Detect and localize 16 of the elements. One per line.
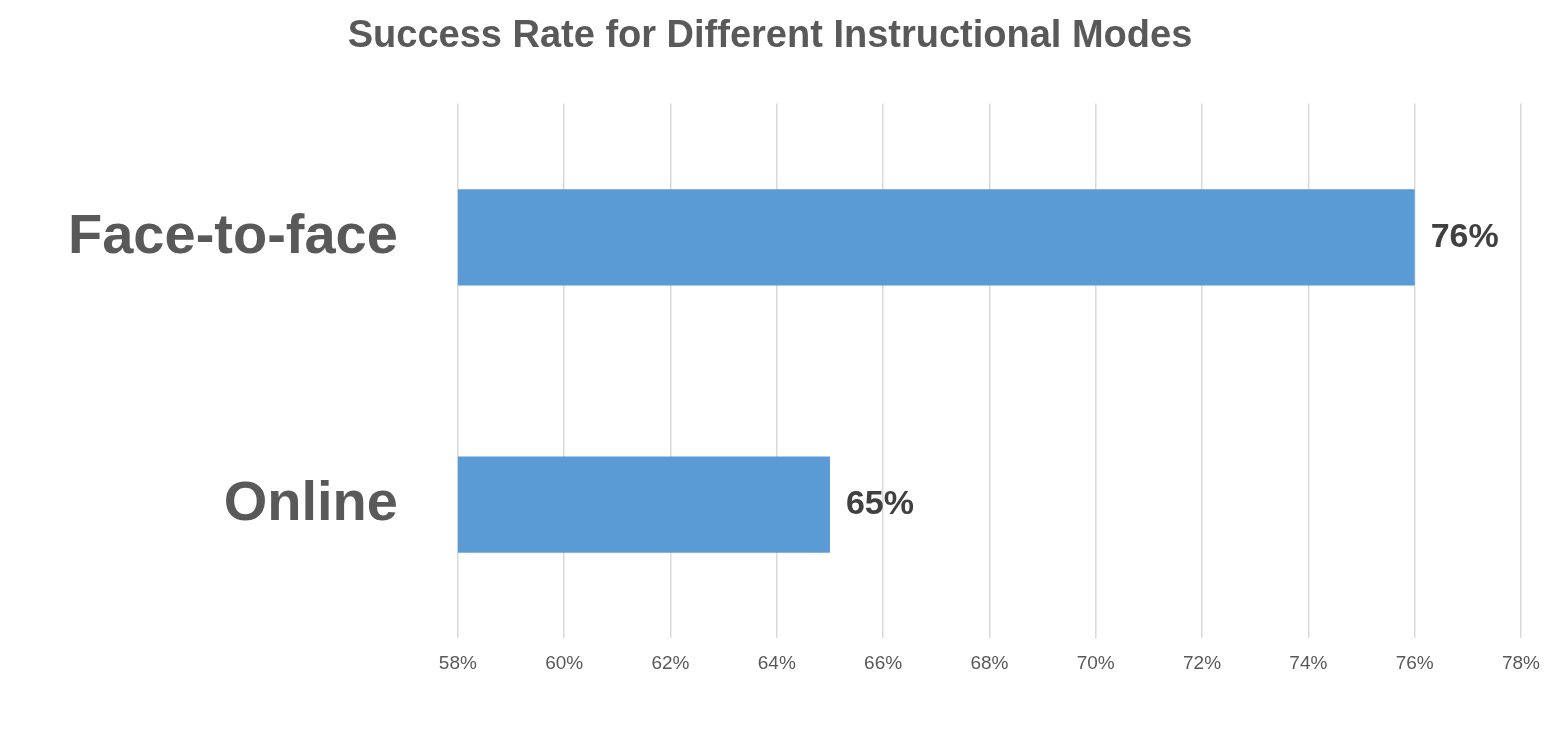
chart-title: Success Rate for Different Instructional Modes (347, 13, 1193, 56)
x-tick-label: 70% (1076, 652, 1115, 674)
x-tick-label: 60% (545, 652, 584, 674)
x-tick-label: 64% (757, 652, 796, 674)
x-tick-label: 68% (970, 652, 1009, 674)
x-tick-label: 62% (651, 652, 690, 674)
x-tick-label: 78% (1501, 652, 1541, 674)
x-tick-label: 76% (1395, 652, 1434, 674)
y-tick-label: Face-to-face (68, 201, 398, 265)
x-tick-label: 74% (1289, 652, 1328, 674)
x-tick-label: 58% (438, 652, 477, 674)
x-tick-label: 66% (864, 652, 903, 674)
y-tick-label: Online (223, 469, 398, 533)
data-label: 76% (1430, 215, 1499, 254)
data-label: 65% (845, 483, 915, 522)
x-tick-label: 72% (1183, 652, 1222, 674)
